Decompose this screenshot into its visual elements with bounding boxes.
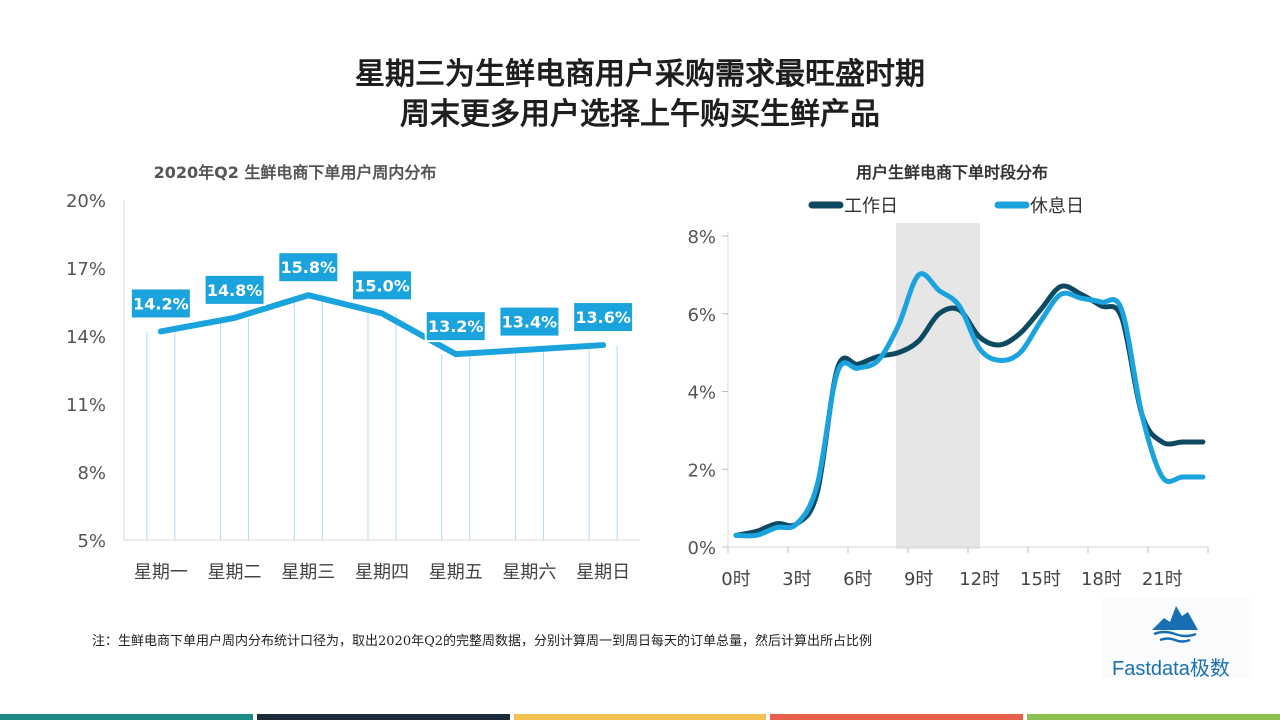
- left-data-label: 15.8%: [281, 258, 337, 277]
- right-x-tick-label: 9时: [904, 569, 933, 590]
- left-data-label: 13.2%: [428, 317, 484, 336]
- left-chart-title: 2020年Q2 生鲜电商下单用户周内分布: [154, 163, 437, 182]
- left-y-tick-label: 11%: [66, 395, 106, 416]
- page-title: 星期三为生鲜电商用户采购需求最旺盛时期 周末更多用户选择上午购买生鲜产品: [0, 55, 1280, 135]
- right-y-tick-label: 8%: [687, 227, 716, 248]
- left-data-label: 15.0%: [354, 276, 410, 295]
- left-data-label: 14.8%: [207, 281, 263, 300]
- right-y-tick-label: 0%: [687, 538, 716, 559]
- restday-series-line: [733, 271, 1206, 539]
- left-data-label-box: [424, 310, 487, 343]
- footer-segment-4: [770, 714, 1024, 720]
- weekly-distribution-chart: 2020年Q2 生鲜电商下单用户周内分布 5% 8% 11% 14% 17% 20% 14.2…: [66, 163, 640, 583]
- left-y-tick-label: 20%: [66, 191, 106, 212]
- left-data-label-box: [351, 269, 413, 302]
- left-y-tick-label: 8%: [77, 463, 106, 484]
- right-x-tick-label: 3时: [782, 569, 811, 590]
- right-chart-title: 用户生鲜电商下单时段分布: [856, 163, 1048, 182]
- left-data-label-box: [129, 287, 192, 320]
- left-x-tick-label: 星期五: [429, 562, 483, 583]
- left-x-tick-label: 星期六: [502, 562, 556, 583]
- right-x-tick-label: 6时: [843, 569, 872, 590]
- left-y-tick-label: 14%: [66, 327, 106, 348]
- left-data-label: 14.2%: [133, 294, 189, 313]
- left-data-label-box: [572, 301, 635, 334]
- left-data-label-box: [277, 251, 340, 284]
- left-x-tick-label: 星期日: [576, 562, 630, 583]
- left-series-line: [157, 292, 607, 358]
- mountain-logo-icon: [1152, 606, 1198, 643]
- right-y-tick-label: 6%: [687, 305, 716, 326]
- footer-segment-2: [256, 714, 510, 720]
- right-y-tick-label: 4%: [687, 383, 716, 404]
- footer-segment-5: [1027, 714, 1280, 720]
- right-x-tick-label: 18时: [1081, 569, 1122, 590]
- right-x-tick-label: 21时: [1142, 569, 1183, 590]
- right-x-tick-label: 15时: [1020, 569, 1061, 590]
- left-y-tick-label: 17%: [66, 259, 106, 280]
- footer-segment-1: [0, 714, 253, 720]
- right-x-tick-label: 0时: [721, 569, 750, 590]
- left-data-label: 13.6%: [575, 308, 631, 327]
- legend-label: 工作日: [844, 196, 898, 217]
- left-data-label: 13.4%: [502, 313, 558, 332]
- logo-text: Fastdata极数: [1112, 658, 1230, 680]
- footnote: 注：生鲜电商下单用户周内分布统计口径为，取出2020年Q2的完整周数据，分别计算…: [92, 634, 873, 649]
- footer-color-bar: [0, 714, 1280, 720]
- left-x-tick-label: 星期四: [355, 562, 409, 583]
- left-y-tick-label: 5%: [77, 531, 106, 552]
- highlight-band: [896, 223, 980, 549]
- left-data-label-box: [203, 273, 266, 306]
- right-x-tick-label: 12时: [959, 569, 1000, 590]
- title-line-2: 周末更多用户选择上午购买生鲜产品: [400, 97, 880, 132]
- brand-logo: Fastdata极数: [1102, 598, 1252, 680]
- left-x-tick-label: 星期三: [281, 562, 335, 583]
- title-line-1: 星期三为生鲜电商用户采购需求最旺盛时期: [355, 57, 925, 92]
- left-data-label-box: [498, 305, 561, 338]
- legend-label: 休息日: [1030, 196, 1084, 217]
- left-x-tick-label: 星期二: [208, 562, 262, 583]
- right-y-tick-label: 2%: [687, 460, 716, 481]
- left-x-tick-label: 星期一: [134, 562, 188, 583]
- footer-segment-3: [513, 714, 767, 720]
